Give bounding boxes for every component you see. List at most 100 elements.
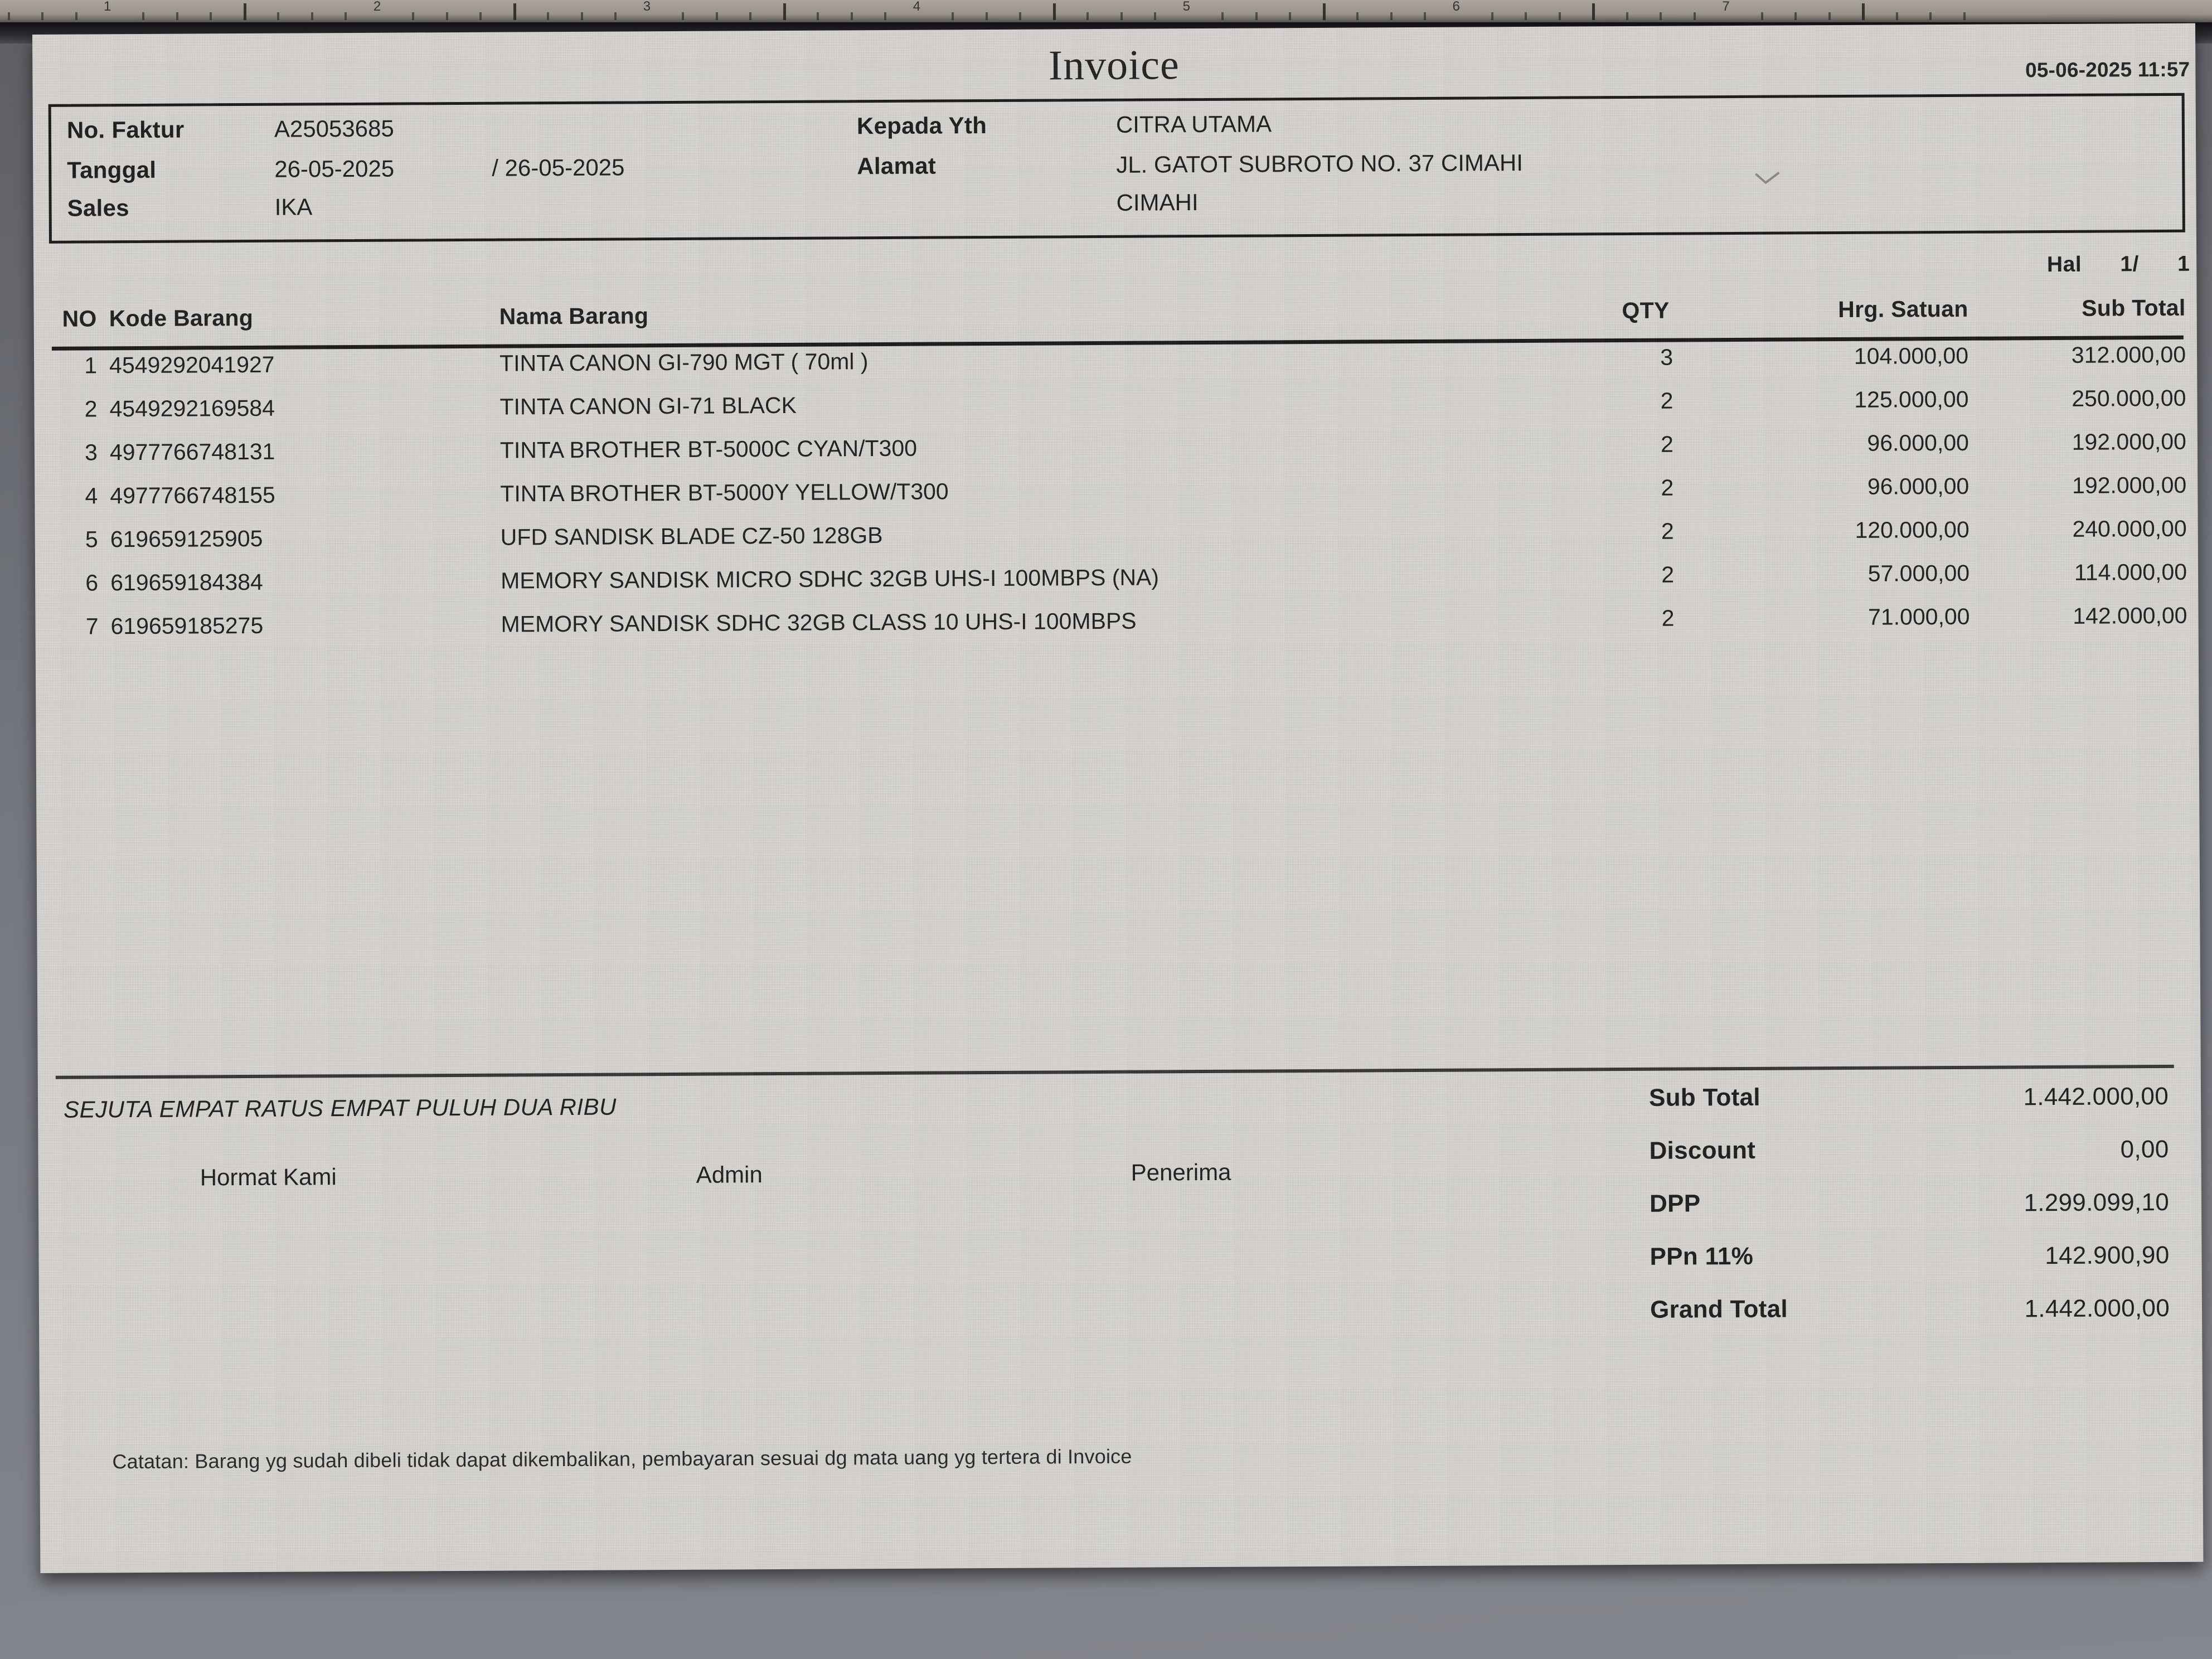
ruler-tick <box>682 12 685 20</box>
document-ruler[interactable]: 1 2 3 4 5 6 7 <box>0 0 2212 26</box>
ruler-tick <box>445 12 448 20</box>
total-row: DPP 1.299.099,10 <box>1644 1187 2174 1243</box>
cell-harga-satuan: 96.000,00 <box>1867 473 1970 499</box>
print-timestamp: 05-06-2025 11:57 <box>2025 57 2190 82</box>
ruler-tick <box>1794 12 1797 20</box>
cell-nama-barang: MEMORY SANDISK MICRO SDHC 32GB UHS-I 100… <box>501 564 1160 594</box>
total-label: Discount <box>1649 1136 1756 1165</box>
cell-nama-barang: MEMORY SANDISK SDHC 32GB CLASS 10 UHS-I … <box>501 608 1137 637</box>
cell-kode-barang: 4549292041927 <box>109 351 275 379</box>
ruler-number: 2 <box>373 0 381 14</box>
ruler-tick <box>817 12 819 20</box>
ruler-tick <box>311 12 313 20</box>
ruler-tick <box>277 12 280 20</box>
total-label: PPn 11% <box>1650 1242 1754 1270</box>
ruler-number: 4 <box>913 0 921 14</box>
column-header-qty: QTY <box>1622 297 1670 324</box>
ruler-tick <box>850 12 853 20</box>
column-header-harga: Hrg. Satuan <box>1838 295 1968 323</box>
ruler-tick <box>1120 12 1123 20</box>
total-value: 0,00 <box>2120 1135 2169 1163</box>
cell-kode-barang: 4977766748131 <box>109 438 275 465</box>
ruler-tick <box>1356 12 1359 20</box>
value-alamat-kota: CIMAHI <box>1116 189 1199 216</box>
check-mark-icon <box>1754 164 1780 185</box>
ruler-tick <box>614 12 617 20</box>
ruler-tick <box>243 3 246 20</box>
cell-qty: 2 <box>1661 474 1674 501</box>
signature-admin: Admin <box>696 1161 763 1188</box>
page-counter-total: 1 <box>2177 251 2190 276</box>
ruler-tick <box>1660 12 1662 20</box>
cell-qty: 2 <box>1660 431 1674 457</box>
total-value: 1.299.099,10 <box>2024 1188 2170 1217</box>
cell-no: 3 <box>84 439 98 465</box>
cell-no: 6 <box>85 570 99 596</box>
page-counter-label: Hal <box>2046 252 2082 277</box>
ruler-tick <box>985 12 988 20</box>
ruler-tick <box>547 12 550 20</box>
cell-sub-total: 312.000,00 <box>2071 341 2186 368</box>
total-label: Grand Total <box>1650 1295 1788 1323</box>
cell-kode-barang: 619659125905 <box>110 525 263 552</box>
ruler-tick <box>1154 12 1157 20</box>
cell-sub-total: 192.000,00 <box>2072 472 2187 498</box>
cell-no: 4 <box>85 483 98 509</box>
ruler-tick <box>479 12 482 20</box>
ruler-tick <box>1963 12 1966 20</box>
label-kepada-yth: Kepada Yth <box>856 112 987 139</box>
invoice-header-box: No. Faktur A25053685 Tanggal 26-05-2025 … <box>48 93 2185 244</box>
total-value: 1.442.000,00 <box>2023 1082 2169 1111</box>
total-row: Discount 0,00 <box>1643 1134 2173 1190</box>
cell-kode-barang: 619659185275 <box>110 612 264 639</box>
ruler-tick <box>1558 12 1561 20</box>
column-header-nama: Nama Barang <box>499 303 649 329</box>
ruler-tick <box>1086 12 1089 20</box>
ruler-tick <box>176 12 178 20</box>
ruler-tick <box>7 12 10 20</box>
ruler-tick <box>210 12 212 20</box>
total-value: 142.900,90 <box>2045 1241 2170 1270</box>
cell-sub-total: 192.000,00 <box>2072 428 2186 455</box>
value-tanggal-jatuh-tempo: / 26-05-2025 <box>492 154 625 181</box>
page-counter: Hal 1/ 1 <box>2047 252 2190 277</box>
label-sales: Sales <box>67 195 130 221</box>
total-row: PPn 11% 142.900,90 <box>1644 1240 2174 1296</box>
ruler-tick <box>580 12 583 20</box>
cell-kode-barang: 4977766748155 <box>110 482 275 509</box>
ruler-tick <box>1929 12 1932 20</box>
ruler-tick <box>1019 12 1022 20</box>
ruler-tick <box>952 12 954 20</box>
amount-in-words: SEJUTA EMPAT RATUS EMPAT PULUH DUA RIBU <box>63 1093 617 1123</box>
ruler-tick <box>1525 12 1527 20</box>
total-label: Sub Total <box>1648 1083 1761 1112</box>
value-no-faktur: A25053685 <box>274 115 394 142</box>
cell-qty: 2 <box>1660 387 1673 414</box>
ruler-tick <box>1390 12 1393 20</box>
cell-sub-total: 114.000,00 <box>2074 559 2187 585</box>
cell-harga-satuan: 71.000,00 <box>1867 603 1970 630</box>
ruler-tick <box>1052 3 1056 20</box>
ruler-tick <box>1760 12 1763 20</box>
ruler-tick <box>884 12 887 20</box>
total-label: DPP <box>1649 1190 1701 1217</box>
cell-sub-total: 250.000,00 <box>2072 385 2186 411</box>
page-counter-current: 1/ <box>2120 252 2139 276</box>
cell-no: 1 <box>84 352 98 379</box>
cell-kode-barang: 619659184384 <box>110 569 263 596</box>
value-tanggal: 26-05-2025 <box>274 155 395 182</box>
ruler-tick <box>1693 12 1696 20</box>
summary-divider <box>55 1064 2174 1079</box>
cell-sub-total: 142.000,00 <box>2073 602 2187 629</box>
signature-hormat-kami: Hormat Kami <box>200 1163 337 1191</box>
total-row: Sub Total 1.442.000,00 <box>1643 1081 2173 1137</box>
cell-sub-total: 240.000,00 <box>2072 515 2187 542</box>
ruler-number: 6 <box>1452 0 1460 14</box>
cell-qty: 3 <box>1660 344 1673 370</box>
ruler-tick <box>1862 3 1865 20</box>
cell-harga-satuan: 125.000,00 <box>1854 386 1969 413</box>
cell-harga-satuan: 120.000,00 <box>1855 516 1970 543</box>
cell-qty: 2 <box>1661 518 1674 544</box>
ruler-tick <box>1828 12 1831 20</box>
